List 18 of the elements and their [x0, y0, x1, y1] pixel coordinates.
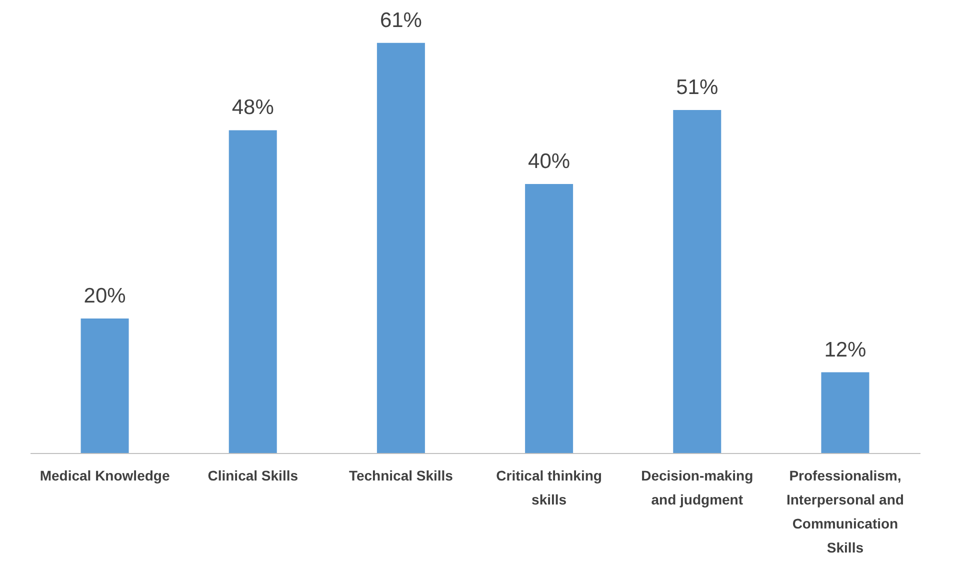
bar: [821, 372, 870, 453]
bar: [673, 110, 722, 453]
bar: [525, 184, 574, 453]
data-label: 51%: [676, 76, 718, 100]
data-label: 48%: [232, 96, 274, 120]
x-tick-label: Critical thinking skills: [496, 468, 602, 508]
x-tick-label: Medical Knowledge: [40, 468, 170, 484]
x-tick-label: Clinical Skills: [208, 468, 298, 484]
data-label: 20%: [84, 284, 126, 308]
bar: [80, 318, 129, 453]
x-tick-label: Technical Skills: [348, 468, 454, 484]
bar: [376, 42, 425, 453]
x-tick-label: Decision-making and judgment: [641, 468, 754, 508]
x-tick-label: Professionalism, Interpersonal and Communication Skills: [786, 468, 904, 556]
bar: [228, 130, 277, 453]
data-label: 61%: [380, 8, 422, 32]
data-label: 40%: [528, 150, 570, 174]
data-label: 12%: [824, 338, 866, 362]
